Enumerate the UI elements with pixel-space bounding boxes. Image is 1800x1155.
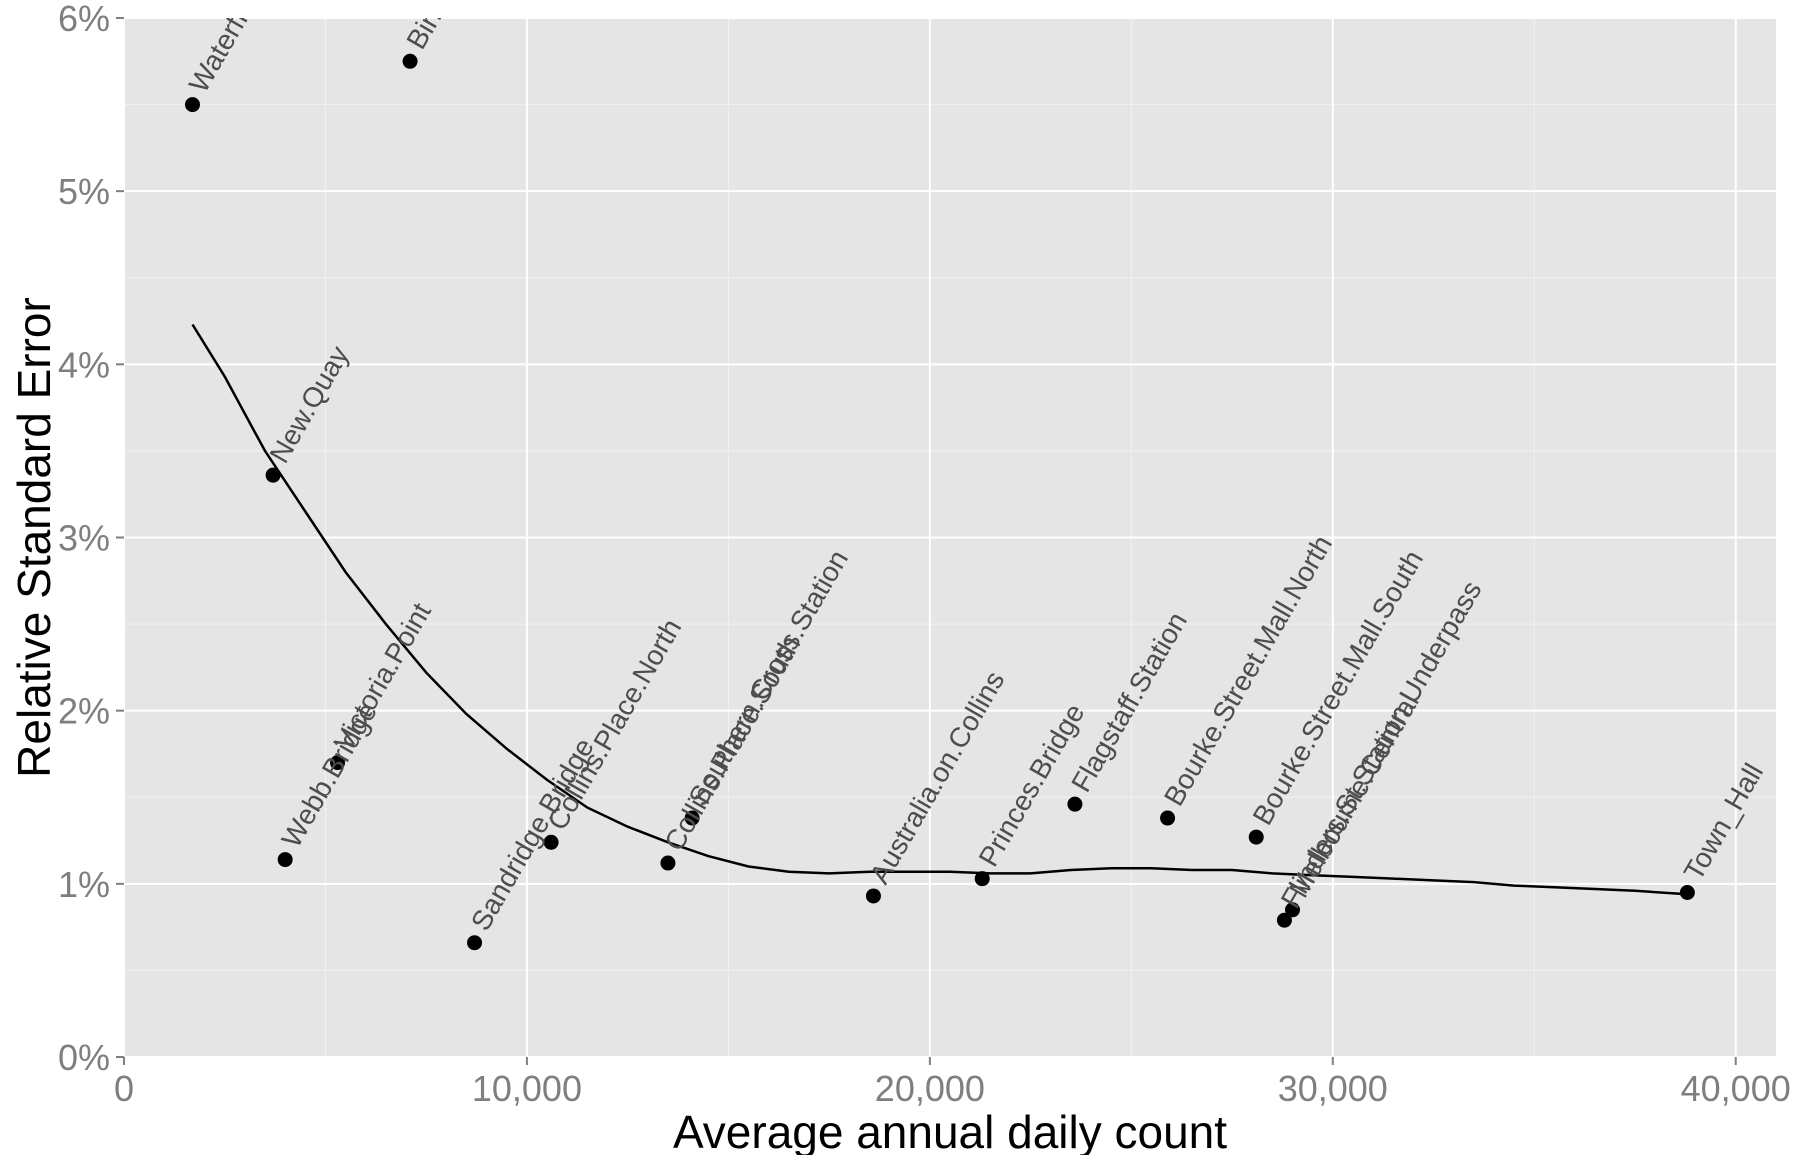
x-tick-label: 0 — [114, 1068, 134, 1109]
data-point — [1160, 810, 1176, 826]
smooth-trend-line — [191, 323, 1688, 896]
x-axis-ticks: 0 10,000 20,000 30,000 40,000 — [114, 1057, 1791, 1109]
y-tick-label: 4% — [58, 344, 110, 385]
data-point — [543, 834, 559, 850]
data-point — [684, 810, 700, 826]
data-point — [974, 871, 990, 887]
data-point — [1679, 884, 1695, 900]
y-tick-label: 3% — [58, 518, 110, 559]
x-tick-label: 40,000 — [1681, 1068, 1791, 1109]
y-tick-label: 1% — [58, 864, 110, 905]
data-points — [184, 53, 1695, 951]
data-point — [265, 467, 281, 483]
x-axis-title: Average annual daily count — [673, 1106, 1227, 1155]
data-point — [467, 935, 483, 951]
x-tick-label: 30,000 — [1278, 1068, 1388, 1109]
y-axis-title: Relative Standard Error — [8, 297, 60, 778]
y-tick-label: 0% — [58, 1037, 110, 1078]
x-tick-label: 10,000 — [472, 1068, 582, 1109]
y-tick-label: 6% — [58, 0, 110, 39]
data-point — [402, 53, 418, 69]
data-point — [865, 888, 881, 904]
data-point — [277, 852, 293, 868]
data-point — [1067, 796, 1083, 812]
data-point — [1276, 912, 1292, 928]
y-tick-label: 5% — [58, 171, 110, 212]
data-point — [1248, 829, 1264, 845]
data-point — [660, 855, 676, 871]
data-point — [330, 755, 346, 771]
x-tick-label: 20,000 — [875, 1068, 985, 1109]
data-point — [1284, 902, 1300, 918]
data-point — [184, 97, 200, 113]
y-axis-ticks: 0% 1% 2% 3% 4% 5% 6% — [58, 0, 124, 1078]
y-tick-label: 2% — [58, 691, 110, 732]
